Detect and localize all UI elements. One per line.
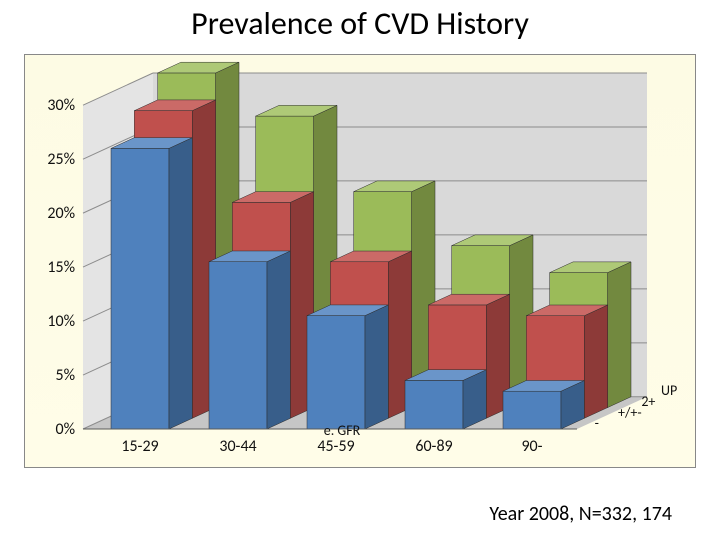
bar-front [307, 316, 365, 429]
y-tick-label: 0% [55, 420, 75, 439]
bar-side [608, 262, 631, 408]
x-tick-label: 15-29 [121, 437, 158, 456]
bar-front [405, 380, 463, 429]
bar-front [209, 262, 267, 429]
footnote: Year 2008, N=332, 174 [489, 502, 672, 526]
x-axis-extra-label: e. GFR [324, 422, 361, 439]
x-tick-label: 90- [521, 437, 542, 456]
depth-axis-title: UP [661, 382, 677, 399]
bar-side [365, 305, 388, 429]
bar-front [111, 148, 169, 429]
x-tick-label: 45-59 [317, 437, 354, 456]
series-depth-label: 2+ [641, 393, 655, 410]
x-tick-label: 60-89 [415, 437, 452, 456]
bar-side [584, 305, 607, 418]
chart-title: Prevalence of CVD History [0, 4, 720, 43]
series-depth-label: +/+- [618, 404, 642, 421]
chart-svg: 0% 5% 10% 15% 20% 25% 30% 15-29 30-44 45-59 60-89 9… [25, 55, 695, 467]
y-tick-label: 25% [47, 150, 75, 169]
y-tick-label: 5% [55, 366, 75, 385]
y-tick-label: 30% [47, 96, 75, 115]
bar-front [503, 391, 561, 429]
y-tick-label: 20% [47, 204, 75, 223]
y-tick-label: 10% [47, 312, 75, 331]
bar-side [169, 138, 192, 429]
series-depth-label: - [595, 415, 599, 432]
x-tick-label: 30-44 [219, 437, 256, 456]
chart-area: 0% 5% 10% 15% 20% 25% 30% 15-29 30-44 45-59 60-89 9… [24, 54, 696, 468]
y-tick-label: 15% [47, 258, 75, 277]
bar-side [267, 251, 290, 429]
